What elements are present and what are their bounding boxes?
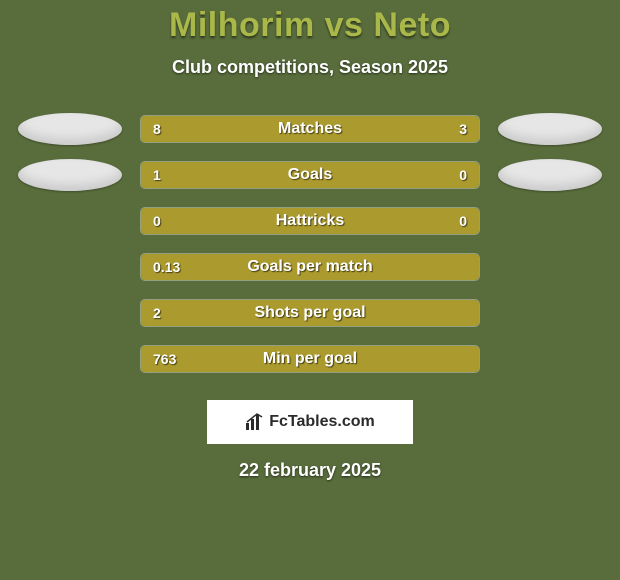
stat-label: Goals per match: [141, 254, 479, 280]
stat-value-left: 2: [153, 300, 161, 326]
stat-row: Shots per goal2: [0, 290, 620, 336]
stat-bar: Matches8 3: [140, 115, 480, 143]
player-left-oval: [18, 159, 122, 191]
stat-row: Goals per match0.13: [0, 244, 620, 290]
stat-label: Hattricks: [141, 208, 479, 234]
stat-bar: Min per goal763: [140, 345, 480, 373]
stat-value-right: 0: [459, 162, 467, 188]
stat-bar: Hattricks0 0: [140, 207, 480, 235]
stat-label: Goals: [141, 162, 479, 188]
stat-value-left: 1: [153, 162, 161, 188]
stat-row: Hattricks0 0: [0, 198, 620, 244]
stat-value-right: 3: [459, 116, 467, 142]
player-left-oval: [18, 113, 122, 145]
brand-text: FcTables.com: [269, 413, 375, 431]
stat-value-left: 0: [153, 208, 161, 234]
stat-label: Shots per goal: [141, 300, 479, 326]
stat-label: Matches: [141, 116, 479, 142]
date-label: 22 february 2025: [0, 460, 620, 481]
stat-bar: Goals1 0: [140, 161, 480, 189]
stat-value-right: 0: [459, 208, 467, 234]
stat-row: Goals1 0: [0, 152, 620, 198]
player-right-oval: [498, 113, 602, 145]
stat-row: Matches8 3: [0, 106, 620, 152]
brand-box[interactable]: FcTables.com: [207, 400, 413, 444]
player-right-oval: [498, 159, 602, 191]
stat-row: Min per goal763: [0, 336, 620, 382]
stat-rows: Matches83Goals10Hattricks00Goals per mat…: [0, 106, 620, 382]
brand-label: FcTables.com: [245, 413, 375, 431]
stat-bar: Shots per goal2: [140, 299, 480, 327]
stat-value-left: 8: [153, 116, 161, 142]
stat-label: Min per goal: [141, 346, 479, 372]
comparison-infographic: Milhorim vs Neto Club competitions, Seas…: [0, 0, 620, 481]
subtitle: Club competitions, Season 2025: [0, 57, 620, 78]
stat-value-left: 763: [153, 346, 176, 372]
stat-bar: Goals per match0.13: [140, 253, 480, 281]
page-title: Milhorim vs Neto: [0, 6, 620, 45]
chart-icon: [245, 413, 265, 431]
stat-value-left: 0.13: [153, 254, 180, 280]
